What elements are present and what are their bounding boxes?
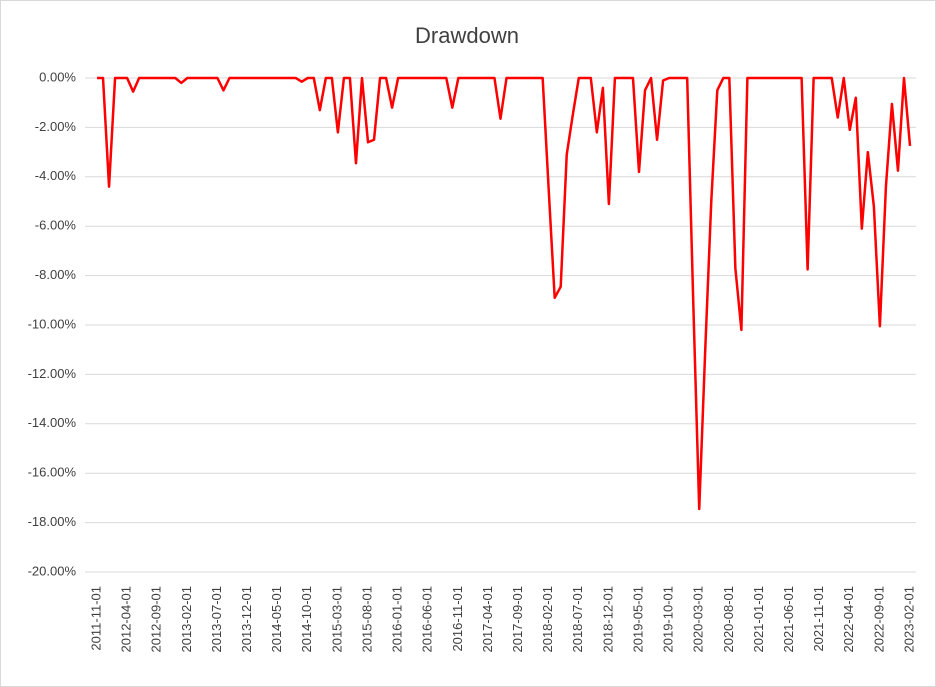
x-tick-label: 2022-04-01 bbox=[841, 586, 856, 653]
x-tick-label: 2018-12-01 bbox=[600, 586, 615, 653]
y-tick-label: -4.00% bbox=[35, 168, 77, 183]
x-tick-label: 2015-08-01 bbox=[359, 586, 374, 653]
x-tick-label: 2021-06-01 bbox=[781, 586, 796, 653]
x-tick-label: 2013-12-01 bbox=[239, 586, 254, 653]
x-tick-label: 2022-09-01 bbox=[871, 586, 886, 653]
x-tick-label: 2018-07-01 bbox=[570, 586, 585, 653]
y-tick-label: -2.00% bbox=[35, 119, 77, 134]
x-tick-label: 2014-10-01 bbox=[299, 586, 314, 653]
x-tick-label: 2016-11-01 bbox=[450, 586, 465, 652]
x-tick-label: 2011-11-01 bbox=[88, 586, 103, 651]
y-tick-label: -16.00% bbox=[28, 465, 77, 480]
y-tick-label: -14.00% bbox=[28, 415, 77, 430]
x-tick-label: 2017-04-01 bbox=[480, 586, 495, 653]
x-tick-label: 2016-06-01 bbox=[420, 586, 435, 653]
x-tick-label: 2014-05-01 bbox=[269, 586, 284, 653]
x-tick-label: 2019-10-01 bbox=[661, 586, 676, 653]
y-tick-label: -6.00% bbox=[35, 218, 77, 233]
x-tick-label: 2019-05-01 bbox=[630, 586, 645, 653]
x-tick-label: 2020-08-01 bbox=[721, 586, 736, 653]
x-tick-label: 2015-03-01 bbox=[329, 586, 344, 653]
x-tick-label: 2013-07-01 bbox=[209, 586, 224, 653]
x-tick-label: 2023-02-01 bbox=[901, 586, 916, 653]
x-tick-label: 2017-09-01 bbox=[510, 586, 525, 653]
y-tick-label: -12.00% bbox=[28, 366, 77, 381]
x-tick-label: 2020-03-01 bbox=[691, 586, 706, 653]
x-tick-label: 2021-11-01 bbox=[811, 586, 826, 652]
line bbox=[97, 76, 912, 511]
x-tick-label: 2012-04-01 bbox=[119, 586, 134, 653]
x-tick-label: 2016-01-01 bbox=[390, 586, 405, 653]
y-tick-label: -8.00% bbox=[35, 267, 77, 282]
x-tick-label: 2013-02-01 bbox=[179, 586, 194, 653]
y-tick-label: 0.00% bbox=[39, 69, 76, 84]
y-tick-label: -20.00% bbox=[28, 563, 77, 578]
chart-title: Drawdown bbox=[415, 23, 519, 48]
x-tick-label: 2021-01-01 bbox=[751, 586, 766, 653]
x-tick-label: 2012-09-01 bbox=[149, 586, 164, 653]
x-tick-label: 2018-02-01 bbox=[540, 586, 555, 653]
y-tick-label: -10.00% bbox=[28, 316, 77, 331]
y-tick-label: -18.00% bbox=[28, 514, 77, 529]
